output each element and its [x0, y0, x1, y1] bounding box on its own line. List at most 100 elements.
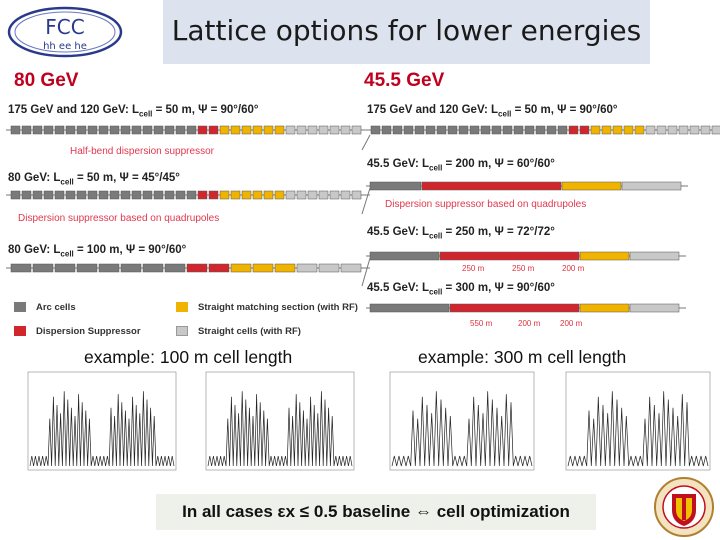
- left-row3-cell: [340, 263, 362, 273]
- left-row3-cell: [32, 263, 54, 273]
- left-row1-cell: [197, 125, 208, 135]
- right-row1-cell: [700, 125, 711, 135]
- left-ds-quad-label: Dispersion suppressor based on quadrupol…: [18, 213, 220, 224]
- right-row1-cell: [381, 125, 392, 135]
- legend-ds-label: Dispersion Suppressor: [36, 326, 141, 337]
- beta-trace: [29, 391, 175, 467]
- left-row1-cell: [43, 125, 54, 135]
- right-row1-cell: [447, 125, 458, 135]
- right-row2-block: [421, 181, 562, 191]
- left-row1-cell: [307, 125, 318, 135]
- left-row2-label: 80 GeV: Lcell = 50 m, Ψ = 45°/45°: [8, 172, 180, 187]
- left-row3-cell: [76, 263, 98, 273]
- right-row4-label: 45.5 GeV: Lcell = 300 m, Ψ = 90°/60°: [367, 282, 555, 297]
- energy-heading-right: 45.5 GeV: [364, 70, 445, 91]
- left-row2-cell: [296, 190, 307, 200]
- legend-straight-label: Straight cells (with RF): [198, 326, 301, 337]
- right-row3-cell-3: 200 m: [562, 264, 585, 273]
- left-row1-cell: [219, 125, 230, 135]
- left-row1-cell: [329, 125, 340, 135]
- plot-panel-3: [389, 371, 535, 471]
- left-example-caption: example: 100 m cell length: [84, 347, 293, 367]
- slide-title: Lattice options for lower energies: [171, 14, 642, 47]
- right-row1-cell: [612, 125, 623, 135]
- left-row2-cell: [54, 190, 65, 200]
- connector-0: [361, 134, 371, 151]
- right-row1-cell: [711, 125, 720, 135]
- beta-trace: [567, 391, 709, 467]
- right-row3-block: [629, 251, 680, 261]
- right-row4-block: [369, 303, 450, 313]
- right-row1-cell: [546, 125, 557, 135]
- left-row3-cell: [318, 263, 340, 273]
- plot-panel-1: [27, 371, 177, 471]
- right-row1-cell: [403, 125, 414, 135]
- left-row2-cell: [109, 190, 120, 200]
- left-row3-cell: [54, 263, 76, 273]
- left-row1-cell: [318, 125, 329, 135]
- left-row2-cell: [340, 190, 351, 200]
- right-row2-block: [621, 181, 682, 191]
- left-row3-cell: [208, 263, 230, 273]
- beta-trace: [207, 391, 353, 467]
- left-row2-cell: [241, 190, 252, 200]
- left-row2-cell: [153, 190, 164, 200]
- left-row2-cell: [142, 190, 153, 200]
- right-row2-block: [369, 181, 422, 191]
- left-row2-cell: [131, 190, 142, 200]
- title-box: [163, 0, 650, 64]
- left-row1-label: 175 GeV and 120 GeV: Lcell = 50 m, Ψ = 9…: [8, 104, 259, 119]
- right-row1-cell: [370, 125, 381, 135]
- left-row1-cell: [76, 125, 87, 135]
- left-row1-cell: [10, 125, 21, 135]
- left-row2-cell: [76, 190, 87, 200]
- summary-text: In all cases εx ≤ 0.5 baseline ⇔ cell op…: [182, 502, 570, 521]
- right-row1-cell: [689, 125, 700, 135]
- left-row3-cell: [274, 263, 296, 273]
- left-row2-cell: [197, 190, 208, 200]
- left-row2-cell: [208, 190, 219, 200]
- university-crest: [654, 477, 714, 537]
- right-row1-cell: [425, 125, 436, 135]
- logo-main-text: FCC: [45, 15, 84, 39]
- fcc-logo: FCC hh ee he: [7, 6, 123, 58]
- plot-frame: [389, 371, 535, 471]
- left-row2-cell: [32, 190, 43, 200]
- right-row4-block: [579, 303, 630, 313]
- right-row1-cell: [491, 125, 502, 135]
- left-row2-cell: [65, 190, 76, 200]
- left-row1-cell: [252, 125, 263, 135]
- right-example-caption: example: 300 m cell length: [418, 347, 627, 367]
- plot-panel-4: [565, 371, 711, 471]
- right-row1-label: 175 GeV and 120 GeV: Lcell = 50 m, Ψ = 9…: [367, 104, 618, 119]
- right-ds-quad-label: Dispersion suppressor based on quadrupol…: [385, 199, 587, 210]
- left-row2-cell: [263, 190, 274, 200]
- left-row1-cell: [65, 125, 76, 135]
- left-row1-cell: [153, 125, 164, 135]
- beta-function-plots: [27, 371, 711, 471]
- legend-arc-swatch: [14, 302, 26, 312]
- right-row1-cell: [524, 125, 535, 135]
- right-row1-cell: [414, 125, 425, 135]
- summary-box: [156, 494, 596, 530]
- left-row2-cell: [87, 190, 98, 200]
- left-row1-cell: [186, 125, 197, 135]
- right-row1-cell: [480, 125, 491, 135]
- beta-trace: [391, 391, 533, 467]
- legend-match-label: Straight matching section (with RF): [198, 302, 358, 313]
- left-row2-cell: [230, 190, 241, 200]
- right-row3-block: [369, 251, 440, 261]
- right-row1-cell: [623, 125, 634, 135]
- right-row1-cell: [568, 125, 579, 135]
- right-row3-cell-2: 250 m: [512, 264, 535, 273]
- connector-1: [361, 187, 371, 215]
- right-row3-label: 45.5 GeV: Lcell = 250 m, Ψ = 72°/72°: [367, 226, 555, 241]
- left-row1-cell: [54, 125, 65, 135]
- logo-sub-text: hh ee he: [43, 41, 87, 52]
- left-row1-cell: [241, 125, 252, 135]
- left-row2-cell: [351, 190, 362, 200]
- left-row2-cell: [43, 190, 54, 200]
- legend-ds-swatch: [14, 326, 26, 336]
- left-row2-cell: [318, 190, 329, 200]
- left-row3-cell: [296, 263, 318, 273]
